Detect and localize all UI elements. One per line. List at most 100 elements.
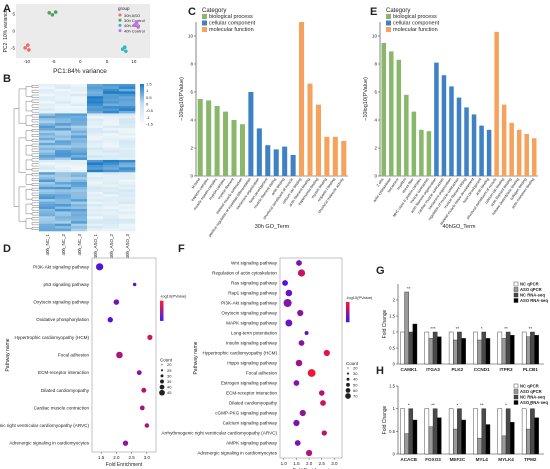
panelE-bar-17 (509, 122, 514, 176)
heatmap-cell (55, 88, 72, 92)
heatmap-cell (103, 118, 120, 122)
panelG-gene-label-4: ITPR3 (500, 367, 513, 372)
heatmap-cell (119, 98, 136, 102)
heatmap-cell (103, 150, 120, 153)
heatmap-cell (119, 140, 136, 144)
heatmap-cell (103, 164, 120, 168)
heatmap-cell (87, 216, 104, 220)
panelG-bar-4-0 (497, 331, 503, 365)
heatmap-scale-step (140, 120, 144, 122)
heatmap-cell (71, 218, 88, 222)
heatmap-cell (119, 91, 136, 95)
heatmap-cell (39, 177, 56, 180)
heatmap-cell (71, 226, 88, 229)
heatmap-cell (87, 167, 104, 171)
heatmap-cell (87, 133, 104, 136)
panelD-bubble-4 (147, 334, 153, 340)
panelD-x-tick-3: 3.0 (144, 455, 151, 460)
panelD-size-legend-label-0: 20 (167, 362, 172, 367)
heatmap-cell (71, 150, 88, 153)
heatmap-cell (55, 164, 72, 168)
panelG-legend-swatch-2 (513, 292, 519, 298)
heatmap-cell (55, 191, 72, 195)
heatmap-cell (55, 101, 72, 104)
panelG-bar-0-2 (408, 331, 414, 365)
panelD-color-scale-step (160, 310, 164, 312)
panelH-gene-label-1: FOXO3 (425, 457, 441, 462)
panelF-bubble-16 (293, 419, 300, 427)
heatmap-cell (71, 174, 88, 178)
panelE-bar-7 (434, 62, 439, 176)
heatmap-cell (87, 137, 104, 141)
panelG-y-axis-label: Fold Change (382, 309, 388, 338)
heatmap-cell (119, 182, 136, 185)
heatmap-cell (87, 213, 104, 217)
heatmap-cell (39, 218, 56, 222)
heatmap-cell (55, 221, 72, 224)
panelE-bar-6 (426, 131, 432, 176)
heatmap-cell (119, 108, 136, 112)
heatmap-cell (71, 108, 88, 112)
heatmap-cell (119, 174, 136, 178)
heatmap-cell (87, 108, 104, 112)
heatmap-scale-step (140, 119, 144, 121)
heatmap-cell (55, 162, 72, 166)
heatmap-cell (71, 147, 88, 151)
heatmap-cell (119, 204, 136, 207)
heatmap-cell (103, 106, 120, 109)
panelE-y-tick-4: 8 (374, 62, 377, 67)
heatmap-cell (103, 172, 120, 175)
heatmap-cell (71, 201, 88, 205)
panelF-color-scale-step (346, 305, 350, 307)
heatmap-cell (87, 182, 104, 185)
heatmap-column-label-4: 40h_ASO_2 (109, 234, 114, 259)
panelE-bar-label-3: myofibril (396, 177, 407, 190)
heatmap-cell (71, 91, 88, 95)
heatmap-cell (119, 125, 136, 129)
panelE-bar-18 (516, 129, 522, 176)
panel-label-a: A (3, 3, 11, 15)
heatmap-cell (119, 226, 136, 229)
pca-legend-label-3: 40h Control (124, 28, 145, 33)
heatmap-cell (55, 199, 72, 202)
panelG-bar-2-2 (457, 331, 462, 365)
heatmap-scale-step (140, 99, 144, 101)
heatmap-scale-label-0: 1.5 (146, 82, 152, 87)
heatmap-cell (71, 172, 88, 175)
panelH-bar-5-1 (526, 428, 531, 455)
panelG-significance-4: ** (504, 326, 508, 331)
heatmap-cell (71, 199, 88, 202)
heatmap-cell (103, 213, 120, 217)
panelF-color-scale-step (346, 314, 350, 316)
panel-label-h: H (376, 365, 384, 377)
heatmap-cell (55, 84, 72, 87)
panelF-bubble-15 (299, 409, 306, 417)
heatmap-cell (103, 157, 120, 161)
heatmap-cell (39, 162, 56, 166)
heatmap-scale-step (140, 112, 144, 114)
heatmap-cell (39, 223, 56, 227)
heatmap-cell (71, 106, 88, 109)
panelF-size-legend-title: Count (346, 361, 359, 366)
panelG-significance-1: *** (430, 326, 436, 331)
panelE-legend-swatch-0 (386, 14, 391, 19)
heatmap-cell (39, 182, 56, 185)
heatmap-cell (119, 84, 136, 87)
pca-point-0-1 (23, 46, 27, 50)
heatmap-cell (87, 135, 104, 139)
panelF-pathway-label-7: Long-term potentiation (231, 331, 277, 336)
heatmap-cell (55, 172, 72, 175)
panelE-bar-15 (494, 31, 499, 176)
heatmap-scale-step (140, 85, 144, 87)
panelC-bar-11 (290, 155, 296, 176)
panelD-color-legend-title: -log10(PValue) (160, 294, 187, 299)
heatmap-cell (55, 110, 72, 114)
panelF-color-scale-step (346, 321, 350, 323)
panelH-significance-3: ** (480, 403, 484, 408)
panelD-x-tick-1: 2.0 (113, 455, 120, 460)
heatmap-cell (39, 208, 56, 212)
heatmap-cell (39, 172, 56, 175)
panelF-y-axis-label: Pathway name (193, 341, 199, 374)
